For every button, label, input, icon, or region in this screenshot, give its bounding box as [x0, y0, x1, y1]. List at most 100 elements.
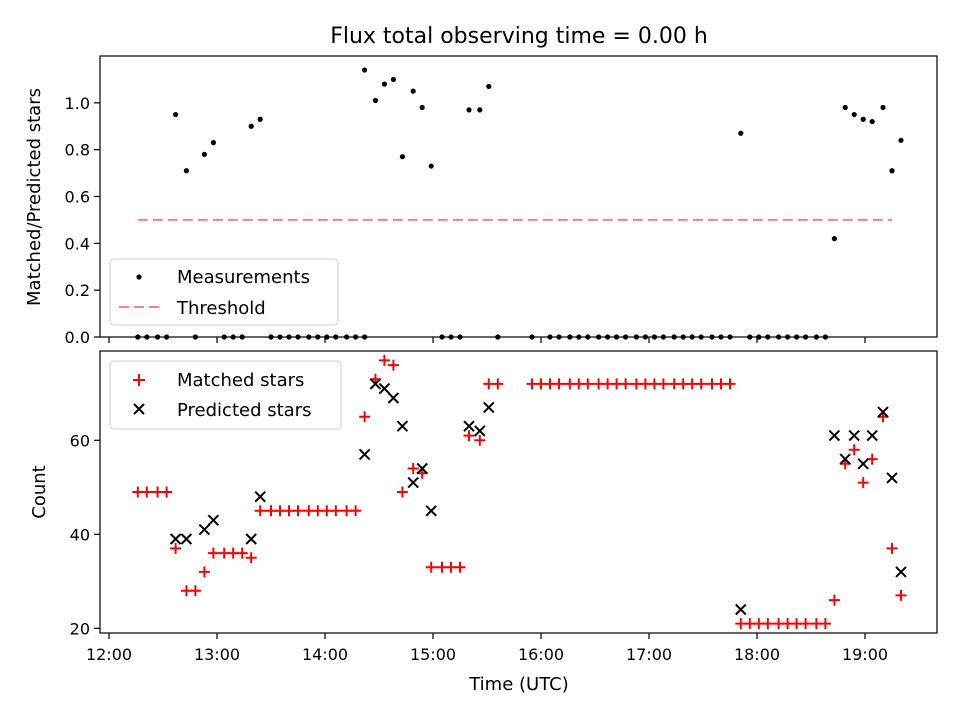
measurement-point — [898, 137, 904, 143]
matched-star-point — [292, 505, 304, 517]
matched-star-point — [254, 505, 266, 517]
predicted-star-point — [895, 566, 907, 578]
matched-star-point — [387, 359, 399, 371]
matched-star-point — [492, 378, 504, 390]
top-y-axis-label: Matched/Predicted stars — [24, 88, 45, 306]
top-y-tick-label: 0.8 — [65, 141, 90, 160]
predicted-star-point — [407, 476, 419, 489]
measurement-point — [210, 140, 216, 146]
measurement-point — [486, 83, 492, 90]
predicted-star-point — [396, 420, 409, 432]
measurement-point — [477, 107, 483, 113]
predicted-star-point — [254, 490, 266, 503]
matched-star-point — [170, 542, 182, 554]
matched-star-point — [198, 566, 210, 578]
measurement-point — [869, 118, 875, 125]
measurement-point — [851, 111, 857, 118]
matched-star-point — [620, 378, 632, 390]
predicted-star-point — [886, 472, 898, 484]
predicted-star-point — [425, 505, 437, 517]
matched-star-point — [695, 378, 707, 390]
chart-title: Flux total observing time = 0.00 h — [330, 24, 708, 49]
predicted-star-point — [474, 425, 486, 437]
bottom-y-tick-label: 60 — [70, 431, 90, 450]
matched-star-point — [463, 430, 475, 442]
bottom-y-tick-label: 40 — [70, 525, 90, 544]
matched-star-point — [359, 411, 371, 423]
matched-star-point — [189, 585, 201, 597]
predicted-star-point — [463, 420, 475, 432]
measurement-point — [738, 130, 744, 136]
matched-star-point — [895, 589, 907, 601]
matched-star-point — [161, 486, 173, 498]
bottom-legend: Matched stars Predicted stars — [109, 360, 342, 430]
matched-star-point — [236, 547, 248, 559]
matched-star-point — [657, 378, 669, 390]
predicted-star-point — [839, 453, 851, 465]
matched-star-point — [474, 434, 486, 446]
top-plot-marks — [135, 67, 904, 340]
matched-star-point — [407, 463, 419, 474]
measurement-point — [399, 154, 405, 160]
predicted-star-point — [180, 533, 193, 545]
predicted-star-point — [857, 458, 869, 470]
measurement-point — [428, 163, 434, 169]
matched-star-point — [800, 618, 812, 630]
predicted-star-point — [735, 603, 747, 616]
matched-star-point — [724, 378, 736, 390]
bottom-axes-frame — [99, 350, 938, 634]
top-y-tick-label: 0.2 — [65, 281, 90, 300]
predicted-star-point — [169, 533, 182, 545]
x-tick-label: 12:00 — [86, 645, 132, 664]
measurement-point — [419, 104, 425, 111]
measurement-point — [257, 116, 263, 122]
x-tick-label: 14:00 — [302, 645, 348, 664]
predicted-star-point — [369, 378, 382, 390]
legend-predicted-label: Predicted stars — [177, 400, 311, 421]
matched-star-point — [582, 378, 594, 390]
top-y-tick-label: 0.4 — [65, 234, 90, 253]
measurement-point — [381, 81, 387, 87]
top-legend-box — [109, 258, 339, 326]
bottom-y-tick-label: 20 — [70, 619, 90, 638]
measurement-point — [173, 111, 179, 118]
predicted-star-point — [207, 514, 220, 526]
measurement-point — [889, 168, 895, 174]
legend-predicted-marker — [133, 403, 145, 415]
measurement-point — [466, 107, 472, 113]
matched-star-point — [866, 453, 878, 465]
top-axes-frame — [99, 55, 938, 338]
x-axis-label: Time (UTC) — [468, 674, 569, 695]
x-tick-label: 17:00 — [626, 645, 672, 664]
measurement-point — [880, 104, 886, 111]
predicted-star-point — [378, 382, 391, 395]
matched-star-point — [848, 444, 860, 456]
predicted-star-point — [828, 429, 841, 442]
measurement-point — [831, 236, 838, 242]
matched-star-point — [828, 594, 840, 606]
top-y-tick-label: 0.6 — [65, 188, 90, 207]
measurement-point — [201, 151, 207, 157]
matched-star-point — [553, 378, 565, 390]
matched-star-point — [454, 561, 466, 573]
matched-star-point — [207, 547, 219, 559]
measurement-point — [410, 88, 416, 94]
measurement-point — [372, 97, 378, 104]
predicted-star-point — [245, 533, 257, 545]
matched-star-point — [425, 561, 437, 573]
measurement-point — [362, 67, 368, 73]
measurement-point — [248, 123, 254, 129]
matched-star-point — [819, 618, 831, 630]
top-legend: Measurements Threshold — [109, 258, 339, 326]
bottom-axis-ticks: 20 40 60 12:00 13:00 14:00 15:00 16:00 17:00 18:0… — [70, 431, 888, 664]
top-axis-ticks: 0.0 0.2 0.4 0.6 0.8 1.0 — [65, 94, 866, 347]
predicted-star-point — [877, 406, 889, 418]
bottom-legend-box — [109, 360, 342, 430]
measurement-point — [860, 116, 866, 122]
matched-star-point — [330, 505, 342, 517]
top-y-tick-label: 0.0 — [65, 328, 90, 347]
predicted-star-point — [387, 392, 400, 404]
x-tick-label: 19:00 — [842, 645, 888, 664]
predicted-star-point — [848, 429, 860, 442]
